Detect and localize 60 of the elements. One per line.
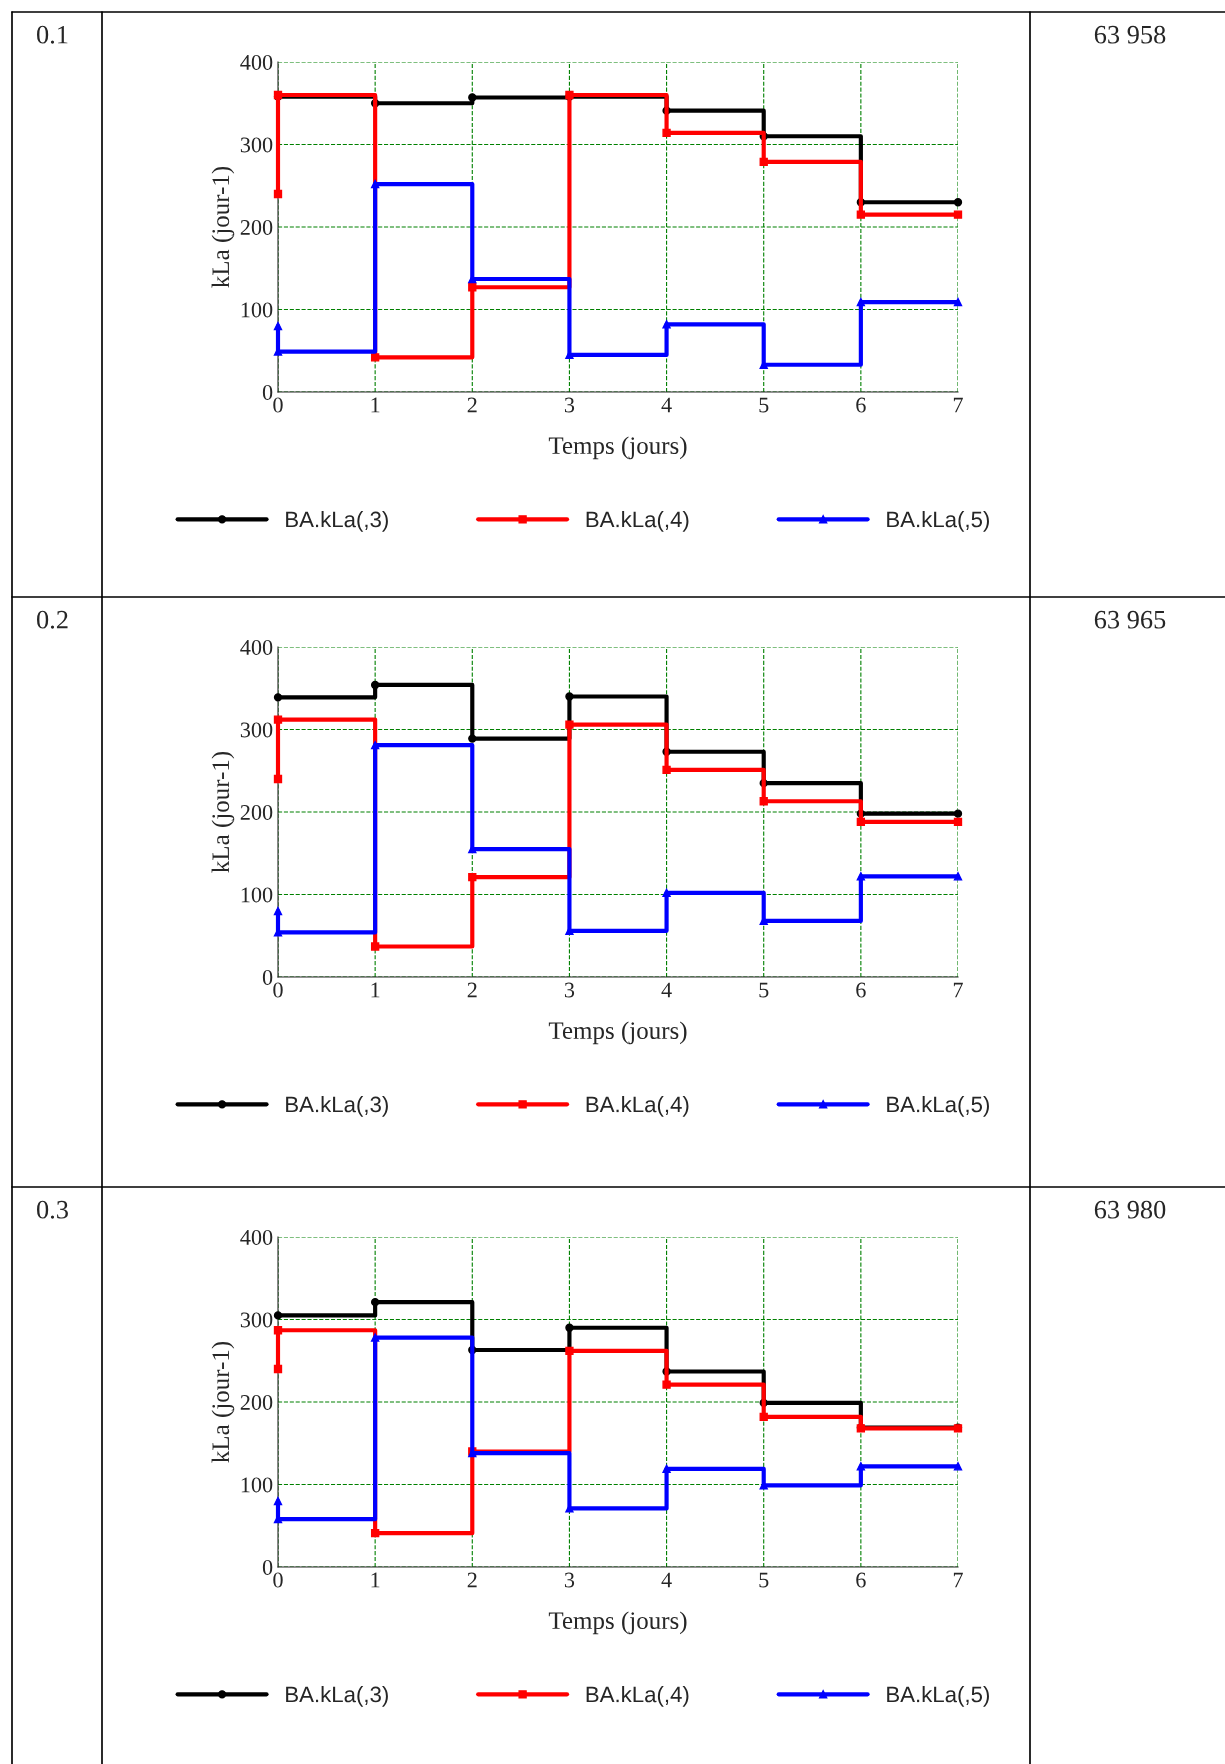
y-tick-label: 400 xyxy=(240,639,273,655)
x-tick-label: 3 xyxy=(564,1572,575,1588)
y-tick-label: 0 xyxy=(262,969,273,985)
x-tick-label: 0 xyxy=(273,1572,283,1588)
x-tick-label: 5 xyxy=(759,982,769,998)
y-tick-label: 400 xyxy=(240,1229,273,1245)
text: 0.2 xyxy=(37,610,68,629)
x-tick-label: 4 xyxy=(661,1572,672,1588)
x-tick-label: 1 xyxy=(371,1572,380,1588)
x-tick-label: 5 xyxy=(759,1572,769,1588)
x-tick-label: 0 xyxy=(273,982,283,998)
x-axis-title: Temps (jours) xyxy=(548,1021,687,1045)
x-tick-label: 7 xyxy=(953,1572,963,1588)
text: 63 958 xyxy=(1094,25,1166,44)
y-axis-title: kLa (jour-1) xyxy=(211,751,235,873)
x-tick-label: 6 xyxy=(856,397,866,413)
x-tick-label: 6 xyxy=(856,982,866,998)
x-tick-label: 1 xyxy=(371,397,380,413)
legend-label: BA.kLa(,4) xyxy=(586,1096,689,1117)
legend-label: BA.kLa(,3) xyxy=(286,1096,388,1117)
y-axis-title: kLa (jour-1) xyxy=(211,1341,235,1463)
y-tick-label: 200 xyxy=(240,1394,273,1410)
x-tick-label: 6 xyxy=(856,1572,866,1588)
y-tick-label: 300 xyxy=(240,1312,273,1328)
legend-label: BA.kLa(,3) xyxy=(286,1686,388,1707)
x-tick-label: 4 xyxy=(661,397,672,413)
text: 63 980 xyxy=(1094,1200,1166,1219)
x-tick-label: 1 xyxy=(371,982,380,998)
x-tick-label: 2 xyxy=(467,982,477,998)
x-tick-label: 3 xyxy=(564,982,575,998)
x-tick-label: 2 xyxy=(467,1572,477,1588)
x-tick-label: 7 xyxy=(953,397,963,413)
legend-label: BA.kLa(,5) xyxy=(887,1096,989,1117)
y-tick-label: 300 xyxy=(240,722,273,738)
x-tick-label: 5 xyxy=(759,397,769,413)
x-tick-label: 0 xyxy=(273,397,283,413)
legend-label: BA.kLa(,4) xyxy=(586,1686,689,1707)
text: 63 965 xyxy=(1094,610,1166,629)
y-tick-label: 300 xyxy=(240,137,273,153)
x-tick-label: 7 xyxy=(953,982,963,998)
x-tick-label: 3 xyxy=(564,397,575,413)
legend-label: BA.kLa(,5) xyxy=(887,511,989,532)
y-tick-label: 0 xyxy=(262,1559,273,1575)
x-tick-label: 2 xyxy=(467,397,477,413)
y-tick-label: 200 xyxy=(240,804,273,820)
y-axis-title: kLa (jour-1) xyxy=(211,166,235,288)
y-tick-label: 200 xyxy=(240,219,273,235)
y-tick-label: 100 xyxy=(241,887,273,903)
text: 0.3 xyxy=(37,1200,68,1219)
y-tick-label: 400 xyxy=(240,54,273,70)
x-axis-title: Temps (jours) xyxy=(548,436,687,460)
y-tick-label: 100 xyxy=(241,302,273,318)
legend-label: BA.kLa(,3) xyxy=(286,511,388,532)
y-tick-label: 100 xyxy=(241,1477,273,1493)
text: 0.1 xyxy=(37,25,68,44)
y-tick-label: 0 xyxy=(262,384,273,400)
x-axis-title: Temps (jours) xyxy=(548,1611,687,1635)
legend-label: BA.kLa(,4) xyxy=(586,511,689,532)
legend-label: BA.kLa(,5) xyxy=(887,1686,989,1707)
x-tick-label: 4 xyxy=(661,982,672,998)
